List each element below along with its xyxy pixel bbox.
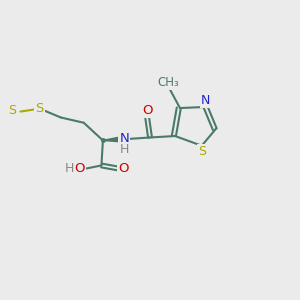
Text: N: N xyxy=(201,94,210,107)
Text: S: S xyxy=(35,102,44,115)
Text: S: S xyxy=(8,103,16,117)
Polygon shape xyxy=(103,135,128,142)
Text: H: H xyxy=(65,162,74,175)
Text: O: O xyxy=(74,162,85,175)
Text: CH₃: CH₃ xyxy=(157,76,179,89)
Text: N: N xyxy=(119,133,129,146)
Text: O: O xyxy=(118,162,129,175)
Text: H: H xyxy=(120,143,129,156)
Text: S: S xyxy=(198,145,206,158)
Text: O: O xyxy=(142,104,152,117)
